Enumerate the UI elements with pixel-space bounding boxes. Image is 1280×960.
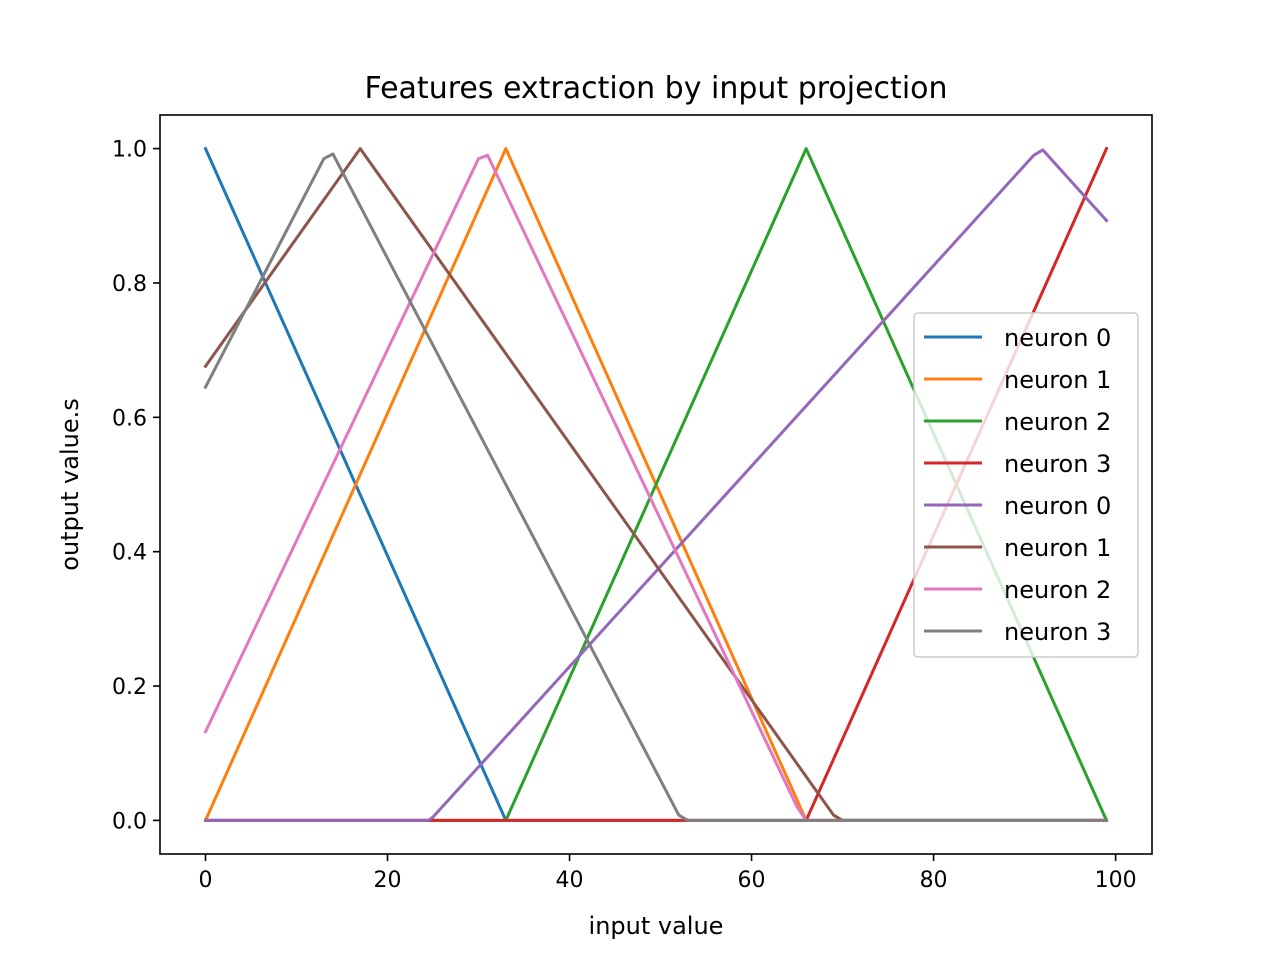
x-tick-label: 60 [738,868,766,893]
series-layer [203,146,1109,823]
x-tick-label: 20 [374,868,402,893]
legend-label-6: neuron 2 [1004,576,1111,604]
legend-label-4: neuron 0 [1004,492,1111,520]
series-line-7 [203,152,1108,822]
x-axis-label: input value [589,912,724,940]
x-tick-label: 40 [556,868,584,893]
y-tick-label: 1.0 [112,138,147,163]
legend-label-2: neuron 2 [1004,408,1111,436]
plot-frame [159,114,1153,855]
legend-label-5: neuron 1 [1004,534,1111,562]
y-tick-label: 0.0 [112,809,147,834]
y-tick-label: 0.8 [112,272,147,297]
x-tick-label: 0 [199,868,213,893]
legend-box [913,312,1139,658]
legend-label-3: neuron 3 [1004,450,1111,478]
legend-label-7: neuron 3 [1004,618,1111,646]
series-line-4 [204,148,1109,822]
y-tick-label: 0.4 [112,541,147,566]
y-tick-label: 0.6 [112,406,147,431]
y-tick-label: 0.2 [112,675,147,700]
legend-label-1: neuron 1 [1004,366,1111,394]
legend-label-0: neuron 0 [1004,324,1111,352]
x-tick-label: 80 [920,868,948,893]
chart-title: Features extraction by input projection [364,71,947,106]
y-axis-label: output value.s [56,398,84,570]
y-axis: 0.0 0.2 0.4 0.6 0.8 1.0 [112,138,160,834]
legend: neuron 0 neuron 1 neuron 2 neuron 3 neuron 0… [913,312,1139,658]
x-axis: 0 20 40 60 80 100 [199,854,1137,893]
x-tick-label: 100 [1095,868,1137,893]
